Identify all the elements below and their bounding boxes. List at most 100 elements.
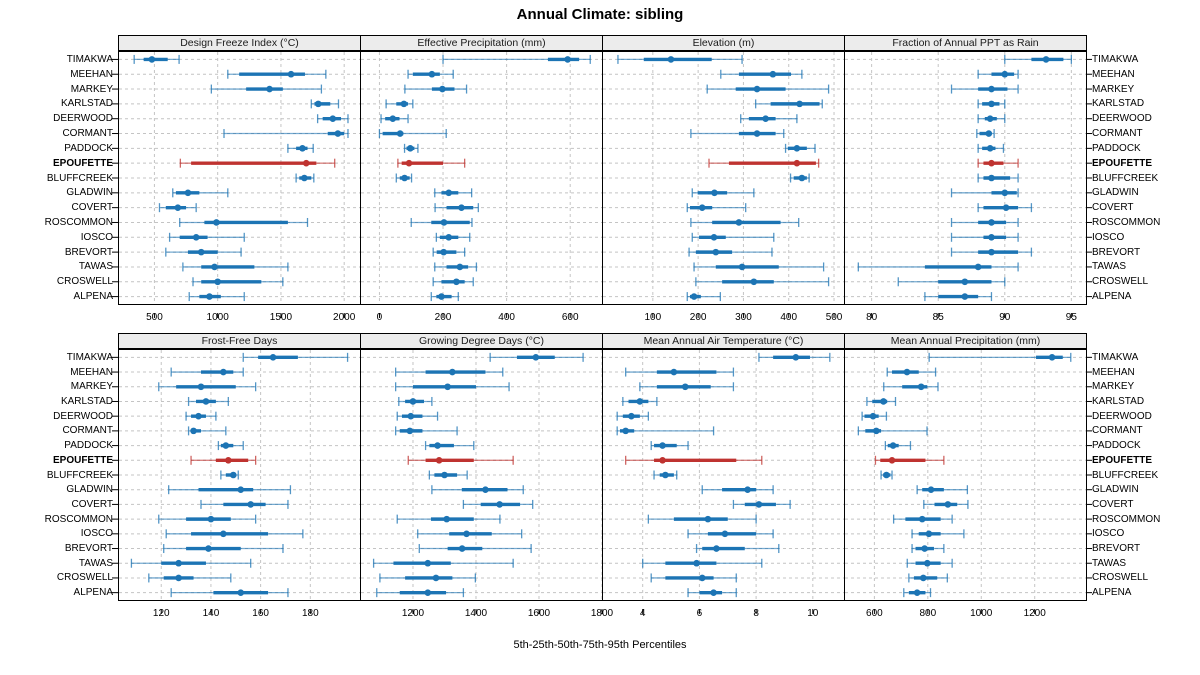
x-axis-ticks-svg — [873, 609, 1036, 614]
site-label-left: BLUFFCREEK — [46, 172, 113, 184]
median-dot — [704, 515, 712, 523]
panel-strip-2: Elevation (m) — [602, 35, 845, 51]
median-dot — [190, 427, 197, 435]
panel-plot-svg — [119, 350, 360, 600]
median-dot — [888, 456, 896, 464]
median-dot — [1042, 56, 1050, 63]
site-label-right: MARKEY — [1092, 83, 1135, 95]
site-label-right: TAWAS — [1092, 557, 1127, 569]
median-dot — [184, 189, 192, 197]
median-dot — [435, 456, 443, 464]
x-tick-label: 1800 — [590, 608, 614, 619]
median-dot — [175, 574, 182, 582]
median-dot — [698, 204, 706, 211]
median-dot — [400, 100, 408, 108]
site-label-left: COVERT — [71, 498, 114, 510]
median-dot — [735, 219, 743, 226]
median-dot — [214, 278, 221, 286]
site-label-right: TIMAKWA — [1092, 53, 1139, 65]
x-tick-label: 80 — [866, 312, 878, 323]
site-label-right: BLUFFCREEK — [1092, 469, 1159, 481]
site-label-right: CORMANT — [1092, 425, 1143, 437]
site-label-left: MEEHAN — [70, 68, 113, 80]
median-dot — [329, 115, 337, 123]
panel-3 — [844, 51, 1087, 305]
median-dot — [444, 383, 451, 391]
x-tick-label: 400 — [780, 312, 798, 323]
x-tick-label: 10 — [807, 608, 819, 619]
x-axis-ticks-svg — [412, 609, 603, 614]
median-dot — [988, 100, 995, 108]
median-dot — [192, 233, 200, 241]
median-dot — [670, 368, 678, 376]
x-tick-label: 1200 — [1023, 608, 1046, 619]
site-label-right: PADDOCK — [1092, 440, 1141, 452]
median-dot — [918, 515, 926, 523]
site-label-left: ROSCOMMON — [44, 513, 113, 525]
median-dot — [681, 383, 689, 391]
site-label-left: DEERWOOD — [53, 410, 113, 422]
site-label-left: CORMANT — [62, 425, 113, 437]
site-label-right: BLUFFCREEK — [1092, 172, 1159, 184]
site-label-left: TAWAS — [78, 557, 113, 569]
median-dot — [921, 545, 928, 552]
median-dot — [458, 545, 466, 552]
x-tick-label: 180 — [301, 608, 319, 619]
median-dot — [229, 471, 237, 479]
site-label-right: IOSCO — [1092, 231, 1125, 243]
median-dot — [213, 219, 220, 226]
x-tick-label: 200 — [434, 312, 452, 323]
site-label-right: CORMANT — [1092, 128, 1143, 140]
median-dot — [988, 159, 995, 167]
median-dot — [299, 145, 306, 152]
median-dot — [985, 130, 993, 137]
left-row-ticks-svg — [112, 356, 118, 594]
x-tick-label: 8 — [753, 608, 759, 619]
median-dot — [713, 545, 720, 552]
median-dot — [211, 263, 218, 271]
panel-strip-5: Growing Degree Days (°C) — [360, 333, 603, 349]
site-label-left: ROSCOMMON — [44, 216, 113, 228]
x-axis-ticks-svg — [160, 609, 311, 614]
median-dot — [424, 589, 432, 596]
site-label-right: BREVORT — [1092, 246, 1141, 258]
median-dot — [266, 85, 273, 93]
x-tick-label: 1400 — [464, 608, 488, 619]
x-axis-5 — [360, 601, 603, 614]
median-dot — [721, 530, 729, 538]
site-label-right: ROSCOMMON — [1092, 513, 1161, 525]
site-label-right: EPOUFETTE — [1092, 157, 1153, 169]
left-row-ticks — [112, 51, 118, 310]
site-label-left: COVERT — [71, 202, 114, 214]
x-tick-label: 0 — [376, 312, 383, 323]
site-label-left: MARKEY — [70, 83, 113, 95]
x-tick-label: 400 — [498, 312, 515, 323]
panel-plot-svg — [603, 52, 844, 304]
panel-plot-svg — [603, 350, 844, 600]
site-label-left: MARKEY — [70, 381, 113, 393]
median-dot — [148, 56, 156, 63]
panel-2 — [602, 51, 845, 305]
median-dot — [174, 204, 182, 211]
median-dot — [445, 189, 453, 197]
x-axis-2 — [602, 305, 845, 318]
site-label-right: GLADWIN — [1092, 187, 1139, 199]
site-label-left: BREVORT — [64, 246, 113, 258]
median-dot — [798, 174, 806, 182]
x-axis-3 — [844, 305, 1087, 318]
median-dot — [564, 56, 571, 63]
median-dot — [428, 70, 436, 78]
median-dot — [197, 248, 205, 256]
site-label-right: COVERT — [1092, 498, 1134, 510]
median-dot — [961, 293, 969, 300]
site-label-left: BREVORT — [64, 543, 113, 555]
x-tick-label: 600 — [561, 312, 579, 323]
median-dot — [762, 115, 769, 123]
x-tick-label: 500 — [825, 312, 843, 323]
median-dot — [438, 293, 445, 300]
site-label-left: MEEHAN — [70, 366, 113, 378]
x-tick-label: 200 — [689, 312, 707, 323]
median-dot — [237, 486, 245, 494]
site-label-right: DEERWOOD — [1092, 113, 1152, 125]
median-dot — [636, 398, 644, 405]
